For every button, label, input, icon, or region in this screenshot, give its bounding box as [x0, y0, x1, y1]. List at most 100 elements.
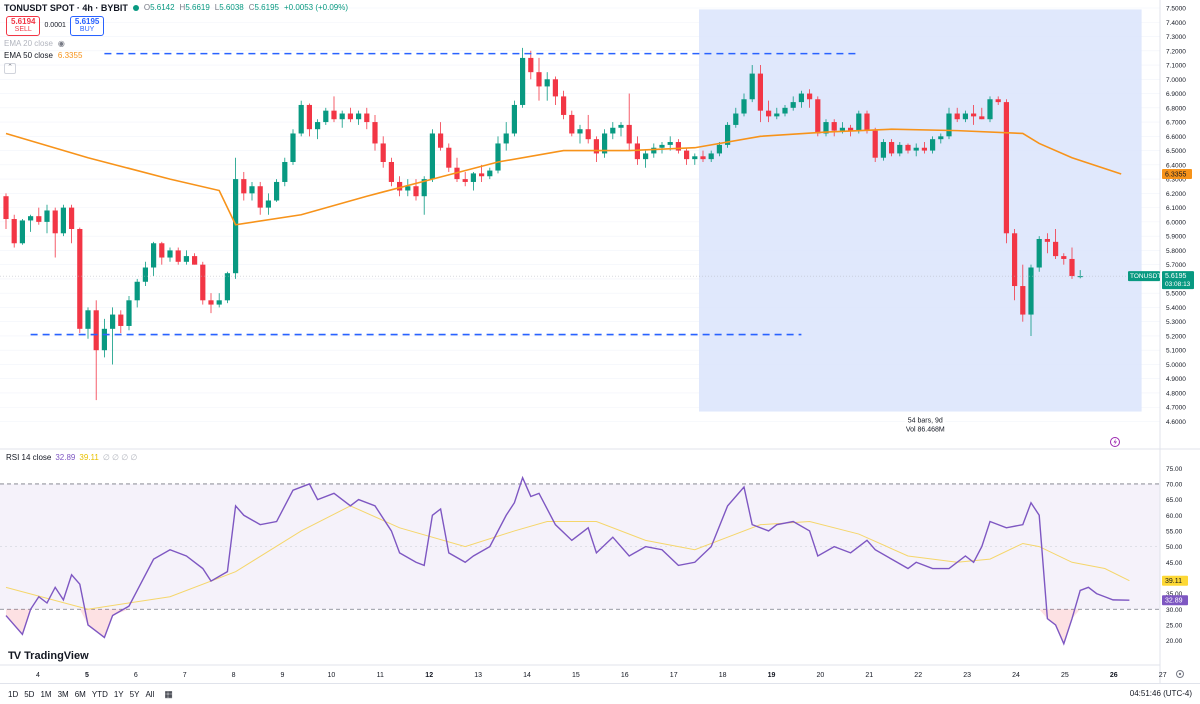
candle-body	[372, 122, 378, 144]
candle-body	[77, 229, 83, 329]
candle	[126, 296, 132, 331]
candle-body	[634, 143, 640, 160]
candle	[602, 129, 608, 158]
time-tick-label: 13	[474, 672, 482, 679]
range-button-1m[interactable]: 1M	[40, 689, 52, 699]
candle-body	[495, 143, 501, 171]
candle-body	[561, 96, 567, 115]
range-button-all[interactable]: All	[145, 689, 155, 699]
time-axis[interactable]: 4 5 6 7 8 9 10 11 12 13 14 15 16 17 18 19 20 21 22 23 24 25 26…	[36, 672, 1167, 679]
rsi-grid	[0, 483, 1160, 610]
candle-body	[913, 147, 919, 151]
range-button-5y[interactable]: 5Y	[129, 689, 140, 699]
candle-body	[347, 113, 353, 120]
range-button-5d[interactable]: 5D	[24, 689, 35, 699]
candle	[298, 100, 304, 137]
candle-body	[1028, 267, 1034, 315]
candle	[585, 114, 591, 144]
ohlc-low: L5.6038	[214, 3, 244, 12]
eye-icon[interactable]: ◉	[57, 39, 65, 48]
settings-gear-icon[interactable]	[1176, 670, 1184, 678]
candle-body	[36, 216, 42, 222]
range-button-1y[interactable]: 1Y	[113, 689, 124, 699]
candle-body	[397, 181, 403, 191]
candle	[831, 119, 837, 137]
time-tick-label: 9	[281, 672, 285, 679]
rsi-tick-label: 65.00	[1166, 497, 1183, 504]
range-button-6m[interactable]: 6M	[74, 689, 86, 699]
range-button-1d[interactable]: 1D	[8, 689, 19, 699]
candle	[364, 107, 370, 130]
candle-body	[905, 144, 911, 151]
sell-button[interactable]: 5.6194 SELL	[6, 16, 41, 36]
candle	[208, 293, 214, 314]
horizontal-lines[interactable]	[30, 52, 859, 336]
candle	[224, 271, 230, 304]
rsi-tick-label: 75.00	[1166, 466, 1183, 473]
lightning-icon[interactable]	[1110, 437, 1120, 447]
time-tick-label: 12	[425, 672, 433, 679]
candle	[36, 207, 42, 225]
rsi-legend[interactable]: RSI 14 close 32.89 39.11 ∅ ∅ ∅ ∅	[6, 453, 138, 462]
range-button-ytd[interactable]: YTD	[91, 689, 108, 699]
price-axis[interactable]: 7.5000 7.4000 7.3000 7.2000 7.1000 7.0000 6.90…	[1166, 6, 1186, 427]
candle-body	[126, 300, 132, 326]
candle-body	[1044, 238, 1050, 242]
price-tick-label: 6.6000	[1166, 134, 1186, 141]
candle	[962, 110, 968, 123]
chevron-up-icon[interactable]: ⌃	[4, 63, 16, 74]
price-tick-label: 6.5000	[1166, 148, 1186, 155]
time-tick-label: 26	[1110, 672, 1118, 679]
candle	[815, 96, 821, 137]
candle	[429, 129, 435, 182]
candle	[897, 142, 903, 157]
candle-body	[528, 57, 534, 73]
candle-body	[757, 73, 763, 111]
candle-body	[864, 113, 870, 131]
rsi-tick-label: 35.00	[1166, 591, 1183, 598]
range-button-3m[interactable]: 3M	[57, 689, 69, 699]
candle	[544, 72, 550, 101]
candle	[971, 104, 977, 125]
candle-body	[733, 113, 739, 125]
candle	[60, 204, 66, 237]
candle	[872, 127, 878, 162]
candle	[306, 103, 312, 137]
rsi-tick-label: 60.00	[1166, 513, 1183, 520]
rsi-axis[interactable]: 75.0070.0065.0060.0055.0050.0045.0040.00…	[1166, 466, 1183, 645]
candle-body	[971, 113, 977, 117]
candle	[905, 143, 911, 154]
candle	[1020, 264, 1026, 322]
clock-time[interactable]: 04:51:46 (UTC-4)	[1129, 689, 1192, 698]
candle-body	[520, 57, 526, 105]
candle-body	[323, 110, 329, 123]
buy-button[interactable]: 5.6195 BUY	[69, 16, 105, 36]
candle-body	[511, 104, 517, 134]
ohlc-close: C5.6195	[248, 3, 279, 12]
candle	[782, 104, 788, 117]
tradingview-brand[interactable]: TV TradingView	[8, 650, 89, 662]
candle	[110, 307, 116, 365]
candle	[462, 171, 468, 187]
price-tick-label: 5.3000	[1166, 319, 1186, 326]
measure-range-box[interactable]	[699, 9, 1142, 412]
candle	[233, 157, 239, 279]
candle	[1003, 99, 1009, 244]
rsi-ma-tag: 39.11	[1162, 575, 1188, 586]
price-tick-label: 4.9000	[1166, 376, 1186, 383]
candle	[19, 219, 25, 245]
symbol-title[interactable]: TONUSDT SPOT · 4h · BYBIT	[4, 3, 128, 13]
candle-body	[60, 207, 66, 234]
candle-body	[282, 161, 288, 182]
candle-body	[807, 93, 813, 100]
candle-body	[626, 124, 632, 144]
last-price-tag: TONUSDT 5.6195 03:08:13	[1128, 271, 1194, 290]
candle	[339, 110, 345, 128]
ema50-legend[interactable]: EMA 50 close 6.3355	[4, 51, 83, 60]
price-tick-label: 6.0000	[1166, 219, 1186, 226]
calendar-icon[interactable]: ▦	[164, 688, 173, 699]
ema20-legend[interactable]: EMA 20 close ◉	[4, 39, 65, 48]
candle	[282, 157, 288, 187]
candle-body	[749, 73, 755, 100]
